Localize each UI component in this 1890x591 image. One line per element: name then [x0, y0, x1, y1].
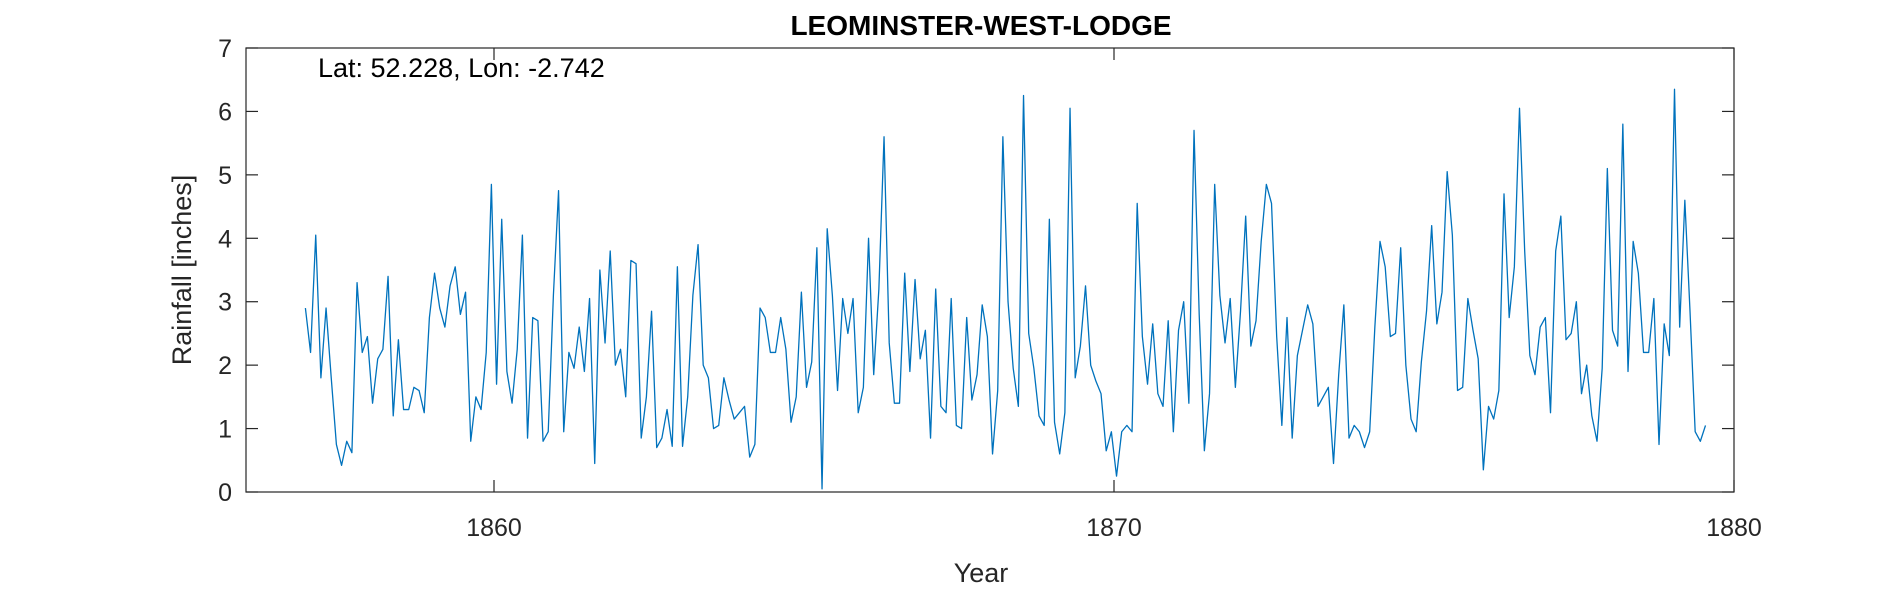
- plot-area: 0 1 2 3 4 5 6 7 1860 1870 1880: [218, 35, 1762, 542]
- x-axis-label: Year: [954, 558, 1009, 588]
- y-tick-label: 7: [218, 35, 232, 63]
- y-axis-label: Rainfall [inches]: [167, 175, 197, 366]
- y-tick-label: 5: [218, 162, 232, 190]
- plot-frame: [245, 47, 1735, 493]
- x-tick-label: 1880: [1706, 514, 1762, 542]
- chart-title: LEOMINSTER-WEST-LODGE: [790, 10, 1171, 41]
- y-tick-label: 6: [218, 98, 232, 126]
- y-tick-label: 1: [218, 416, 232, 444]
- y-tick-label: 3: [218, 289, 232, 317]
- series-line: [304, 88, 1707, 490]
- location-annotation: Lat: 52.228, Lon: -2.742: [318, 53, 605, 83]
- y-tick-label: 4: [218, 225, 232, 253]
- x-tick-label: 1870: [1086, 514, 1142, 542]
- x-tick-label: 1860: [466, 514, 522, 542]
- y-axis: 0 1 2 3 4 5 6 7: [218, 35, 1734, 507]
- x-axis: 1860 1870 1880: [466, 48, 1762, 542]
- y-tick-label: 2: [218, 352, 232, 380]
- y-tick-label: 0: [218, 479, 232, 507]
